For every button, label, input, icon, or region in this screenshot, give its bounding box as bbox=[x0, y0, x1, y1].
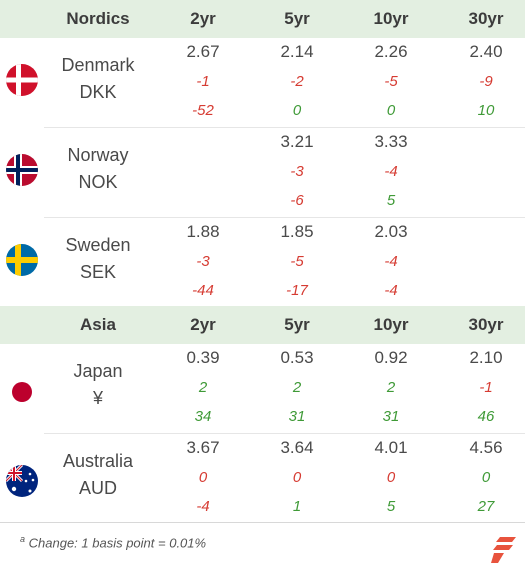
change-value: -3 bbox=[196, 253, 210, 270]
footnote: a Change: 1 basis point = 0.01% bbox=[20, 534, 206, 550]
country-name: Japan ¥ bbox=[44, 358, 152, 412]
country-name: Norway NOK bbox=[44, 142, 152, 196]
change-value: -4 bbox=[384, 282, 398, 299]
col-header-30yr: 30yr bbox=[468, 9, 504, 28]
change-value: 0 bbox=[292, 469, 302, 486]
col-header-30yr: 30yr bbox=[468, 315, 504, 334]
sweden-flag-icon bbox=[6, 244, 38, 276]
yield-value: 3.33 bbox=[374, 132, 408, 151]
change-value: -4 bbox=[384, 163, 398, 180]
change-value: 1 bbox=[292, 498, 302, 515]
yield-value: 2.10 bbox=[469, 348, 503, 367]
col-header-2yr: 2yr bbox=[190, 315, 216, 334]
change-value: -3 bbox=[290, 163, 304, 180]
table-row-japan: Japan ¥ 0.39 0.53 0.92 2.10 2 2 2 -1 34 … bbox=[0, 344, 525, 434]
col-header-5yr: 5yr bbox=[284, 315, 310, 334]
col-header-2yr: 2yr bbox=[190, 9, 216, 28]
australia-flag-icon bbox=[6, 465, 38, 497]
change-value: 2 bbox=[386, 379, 396, 396]
change-value: 5 bbox=[386, 192, 396, 209]
change-value: 31 bbox=[382, 408, 400, 425]
change-value: 0 bbox=[386, 102, 396, 119]
yield-value: 0.53 bbox=[280, 348, 314, 367]
change-value: 0 bbox=[292, 102, 302, 119]
col-header-10yr: 10yr bbox=[373, 315, 409, 334]
yield-value: 4.01 bbox=[374, 438, 408, 457]
footnote-text: Change: 1 basis point = 0.01% bbox=[28, 535, 207, 551]
change-value: 0 bbox=[386, 469, 396, 486]
change-value: 10 bbox=[477, 102, 495, 119]
row-divider bbox=[44, 433, 525, 434]
change-value: -1 bbox=[479, 379, 493, 396]
change-value: 46 bbox=[477, 408, 495, 425]
change-value: -5 bbox=[384, 73, 398, 90]
table-row-sweden: Sweden SEK 1.88 1.85 2.03 -3 -5 -4 -44 -… bbox=[0, 218, 525, 308]
yield-value: 0.92 bbox=[374, 348, 408, 367]
change-value: -52 bbox=[192, 102, 214, 119]
footnote-marker: a bbox=[20, 534, 26, 544]
yield-value: 0.39 bbox=[186, 348, 220, 367]
row-divider bbox=[44, 127, 525, 128]
currency-code: SEK bbox=[79, 262, 117, 282]
yield-value: 2.67 bbox=[186, 42, 220, 61]
region-title: Nordics bbox=[66, 9, 130, 28]
change-value: 0 bbox=[198, 469, 208, 486]
region-title: Asia bbox=[80, 315, 116, 334]
change-value: 0 bbox=[481, 469, 491, 486]
country-label: Australia bbox=[62, 451, 134, 471]
brand-logo-icon bbox=[490, 535, 518, 565]
yield-value: 2.26 bbox=[374, 42, 408, 61]
country-label: Japan bbox=[73, 361, 123, 381]
col-header-10yr: 10yr bbox=[373, 9, 409, 28]
yield-value: 3.67 bbox=[186, 438, 220, 457]
yield-value: 2.14 bbox=[280, 42, 314, 61]
currency-code: DKK bbox=[79, 82, 117, 102]
table-row-denmark: Denmark DKK 2.67 2.14 2.26 2.40 -1 -2 -5… bbox=[0, 38, 525, 128]
footer-divider bbox=[0, 522, 525, 523]
change-value: -2 bbox=[290, 73, 304, 90]
change-value: 34 bbox=[194, 408, 212, 425]
norway-flag-icon bbox=[6, 154, 38, 186]
asia-header: Asia 2yr 5yr 10yr 30yr bbox=[0, 306, 525, 344]
currency-code: ¥ bbox=[92, 388, 103, 408]
country-label: Sweden bbox=[65, 235, 131, 255]
change-value: 2 bbox=[198, 379, 208, 396]
yield-value: 1.85 bbox=[280, 222, 314, 241]
change-value: 27 bbox=[477, 498, 495, 515]
yield-value: 3.64 bbox=[280, 438, 314, 457]
change-value: -44 bbox=[192, 282, 214, 299]
change-value: -17 bbox=[286, 282, 308, 299]
yield-value: 2.40 bbox=[469, 42, 503, 61]
change-value: -1 bbox=[196, 73, 210, 90]
change-value: 2 bbox=[292, 379, 302, 396]
country-label: Norway bbox=[67, 145, 129, 165]
table-row-norway: Norway NOK 3.21 3.33 -3 -4 -6 5 bbox=[0, 128, 525, 218]
yield-value: 4.56 bbox=[469, 438, 503, 457]
currency-code: NOK bbox=[78, 172, 118, 192]
change-value: -4 bbox=[196, 498, 210, 515]
change-value: -9 bbox=[479, 73, 493, 90]
country-name: Denmark DKK bbox=[44, 52, 152, 106]
yield-value: 2.03 bbox=[374, 222, 408, 241]
change-value: -4 bbox=[384, 253, 398, 270]
change-value: -6 bbox=[290, 192, 304, 209]
yield-value: 1.88 bbox=[186, 222, 220, 241]
change-value: 31 bbox=[288, 408, 306, 425]
country-name: Sweden SEK bbox=[44, 232, 152, 286]
yield-value: 3.21 bbox=[280, 132, 314, 151]
denmark-flag-icon bbox=[6, 64, 38, 96]
nordics-header: Nordics 2yr 5yr 10yr 30yr bbox=[0, 0, 525, 38]
change-value: 5 bbox=[386, 498, 396, 515]
change-value: -5 bbox=[290, 253, 304, 270]
country-name: Australia AUD bbox=[44, 448, 152, 502]
currency-code: AUD bbox=[78, 478, 117, 498]
country-label: Denmark bbox=[61, 55, 135, 75]
table-row-australia: Australia AUD 3.67 3.64 4.01 4.56 0 0 0 … bbox=[0, 434, 525, 524]
japan-flag-icon bbox=[6, 376, 38, 408]
row-divider bbox=[44, 217, 525, 218]
col-header-5yr: 5yr bbox=[284, 9, 310, 28]
